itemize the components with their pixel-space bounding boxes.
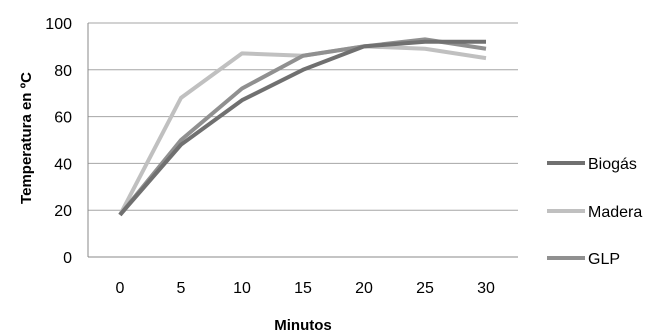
legend-label: GLP xyxy=(588,251,620,268)
series-line xyxy=(118,39,486,217)
grid-lines xyxy=(87,22,518,258)
y-tick-label: 0 xyxy=(63,250,72,267)
x-tick-label: 25 xyxy=(416,280,434,297)
x-tick-label: 0 xyxy=(116,280,125,297)
x-tick-label: 10 xyxy=(233,280,251,297)
y-axis-title: Temperatura en ºC xyxy=(18,72,35,204)
y-tick-label: 80 xyxy=(54,63,72,80)
x-tick-label: 20 xyxy=(355,280,373,297)
y-tick-label: 40 xyxy=(54,156,72,173)
y-axis-ticks: 0 20 40 60 80 100 xyxy=(45,16,72,267)
x-tick-label: 30 xyxy=(477,280,495,297)
legend-label: Madera xyxy=(588,204,642,221)
x-axis-title: Minutos xyxy=(274,317,332,334)
x-tick-label: 5 xyxy=(177,280,186,297)
legend-label: Biogás xyxy=(588,156,637,173)
y-tick-label: 20 xyxy=(54,203,72,220)
y-tick-label: 100 xyxy=(45,16,72,33)
series-lines xyxy=(118,37,487,217)
legend: Biogás Madera GLP xyxy=(547,156,642,268)
x-tick-label: 15 xyxy=(294,280,312,297)
x-axis-ticks: 0 5 10 15 20 25 30 xyxy=(116,280,495,297)
y-tick-label: 60 xyxy=(54,110,72,127)
series-line xyxy=(118,37,487,217)
